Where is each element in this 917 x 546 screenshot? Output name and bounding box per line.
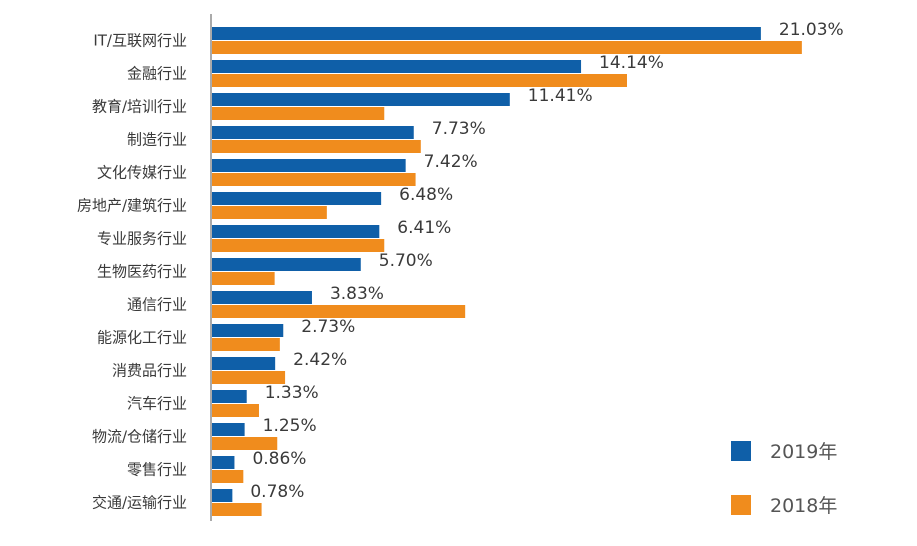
bar-2018 [212,107,385,120]
legend-swatch [731,441,751,461]
data-label: 2.73% [301,317,355,337]
bar-2019 [212,324,284,337]
bar-2019 [212,258,361,271]
category-label: 交通/运输行业 [92,494,187,512]
bar-2019 [212,126,414,139]
data-label: 7.73% [432,119,486,139]
bar-2019 [212,27,761,40]
bar-2019 [212,291,312,304]
legend-swatch [731,495,751,515]
bar-2018 [212,272,275,285]
data-label: 0.78% [250,482,304,502]
bar-2018 [212,338,280,351]
bar-2018 [212,140,421,153]
legend-label: 2019年 [770,441,837,463]
bar-2019 [212,60,582,73]
category-label: 制造行业 [127,131,187,149]
bar-2018 [212,305,466,318]
category-label: 专业服务行业 [97,230,187,248]
data-label: 5.70% [379,251,433,271]
bar-2018 [212,41,802,54]
data-label: 1.33% [265,383,319,403]
category-label: 汽车行业 [127,395,187,413]
category-label: 生物医药行业 [97,263,187,281]
bar-2019 [212,93,510,106]
bars-layer [212,27,802,516]
bar-2018 [212,470,244,483]
legend: 2019年 2018年 [731,441,837,517]
data-label: 14.14% [599,53,664,73]
bar-2019 [212,423,245,436]
data-label: 6.48% [399,185,453,205]
bar-2018 [212,437,278,450]
data-label: 6.41% [397,218,451,238]
category-label: 通信行业 [127,296,187,314]
category-label: 房地产/建筑行业 [77,197,187,215]
category-label: 金融行业 [127,65,187,83]
category-label: IT/互联网行业 [93,32,187,50]
bar-2019 [212,390,247,403]
bar-2019 [212,159,406,172]
category-label: 零售行业 [127,461,187,479]
legend-label: 2018年 [770,495,837,517]
data-label: 7.42% [424,152,478,172]
bar-2019 [212,192,382,205]
bar-2018 [212,503,262,516]
bar-2019 [212,456,235,469]
data-label: 3.83% [330,284,384,304]
category-label: 教育/培训行业 [92,98,187,116]
bar-2019 [212,225,380,238]
bar-2018 [212,404,259,417]
category-label: 能源化工行业 [97,329,187,347]
bar-2019 [212,357,276,370]
data-label: 0.86% [252,449,306,469]
category-label: 消费品行业 [112,362,187,380]
data-label: 11.41% [528,86,593,106]
bar-2019 [212,489,233,502]
bar-2018 [212,239,385,252]
data-label: 1.25% [263,416,317,436]
data-label: 21.03% [779,20,844,40]
category-label: 文化传媒行业 [97,164,187,182]
bar-2018 [212,173,416,186]
category-label: 物流/仓储行业 [92,428,187,446]
bar-2018 [212,206,327,219]
labels-layer: IT/互联网行业 21.03% 金融行业 14.14% 教育/培训行业 11.41% 制造行… [77,20,844,512]
bar-2018 [212,74,627,87]
bar-2018 [212,371,286,384]
data-label: 2.42% [293,350,347,370]
